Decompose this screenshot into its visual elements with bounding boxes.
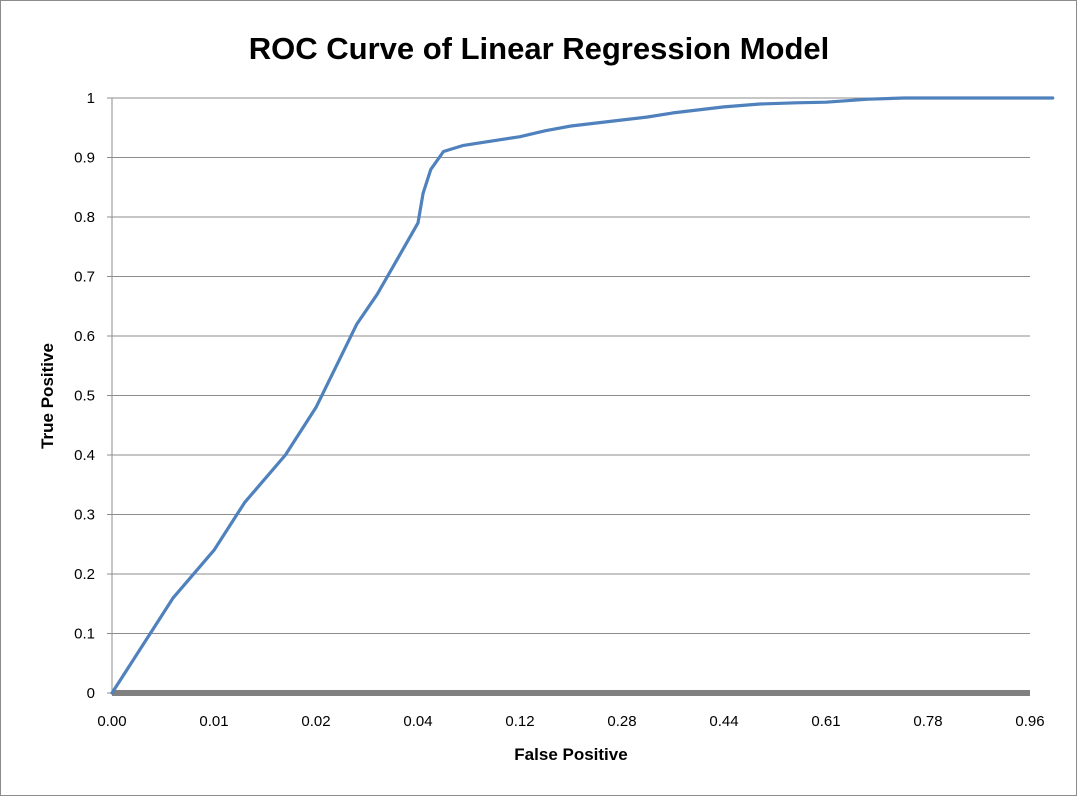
y-tick-label: 0.6 xyxy=(74,328,95,345)
y-tick-label: 0 xyxy=(87,685,95,702)
y-tick-label: 1 xyxy=(87,90,95,107)
y-axis-title: True Positive xyxy=(38,343,57,449)
x-tick-label: 0.28 xyxy=(607,713,636,730)
y-tick-label: 0.2 xyxy=(74,566,95,583)
x-tick-label: 0.00 xyxy=(97,713,126,730)
x-tick-label: 0.01 xyxy=(199,713,228,730)
x-tick-label: 0.61 xyxy=(811,713,840,730)
gridlines xyxy=(107,97,1030,694)
y-tick-label: 0.7 xyxy=(74,269,95,286)
y-tick-label: 0.5 xyxy=(74,388,95,405)
x-tick-label: 0.12 xyxy=(505,713,534,730)
x-tick-label: 0.02 xyxy=(301,713,330,730)
x-axis-baseline xyxy=(112,690,1030,696)
x-tick-labels: 0.00 0.01 0.02 0.04 0.12 0.28 0.44 0.61 0.78 0.96 xyxy=(97,713,1044,730)
chart-title: ROC Curve of Linear Regression Model xyxy=(249,31,830,66)
x-tick-label: 0.78 xyxy=(913,713,942,730)
x-axis-title: False Positive xyxy=(514,745,627,764)
y-tick-label: 0.8 xyxy=(74,209,95,226)
x-tick-label: 0.04 xyxy=(403,713,432,730)
x-tick-label: 0.44 xyxy=(709,713,738,730)
y-tick-label: 0.9 xyxy=(74,150,95,167)
roc-series-line xyxy=(110,96,1055,695)
y-tick-labels: 0 0.1 0.2 0.3 0.4 0.5 0.6 0.7 0.8 0.9 1 xyxy=(74,90,95,702)
y-tick-label: 0.3 xyxy=(74,507,95,524)
y-tick-label: 0.4 xyxy=(74,447,95,464)
x-tick-label: 0.96 xyxy=(1015,713,1044,730)
series-layer xyxy=(110,96,1055,695)
y-tick-label: 0.1 xyxy=(74,626,95,643)
